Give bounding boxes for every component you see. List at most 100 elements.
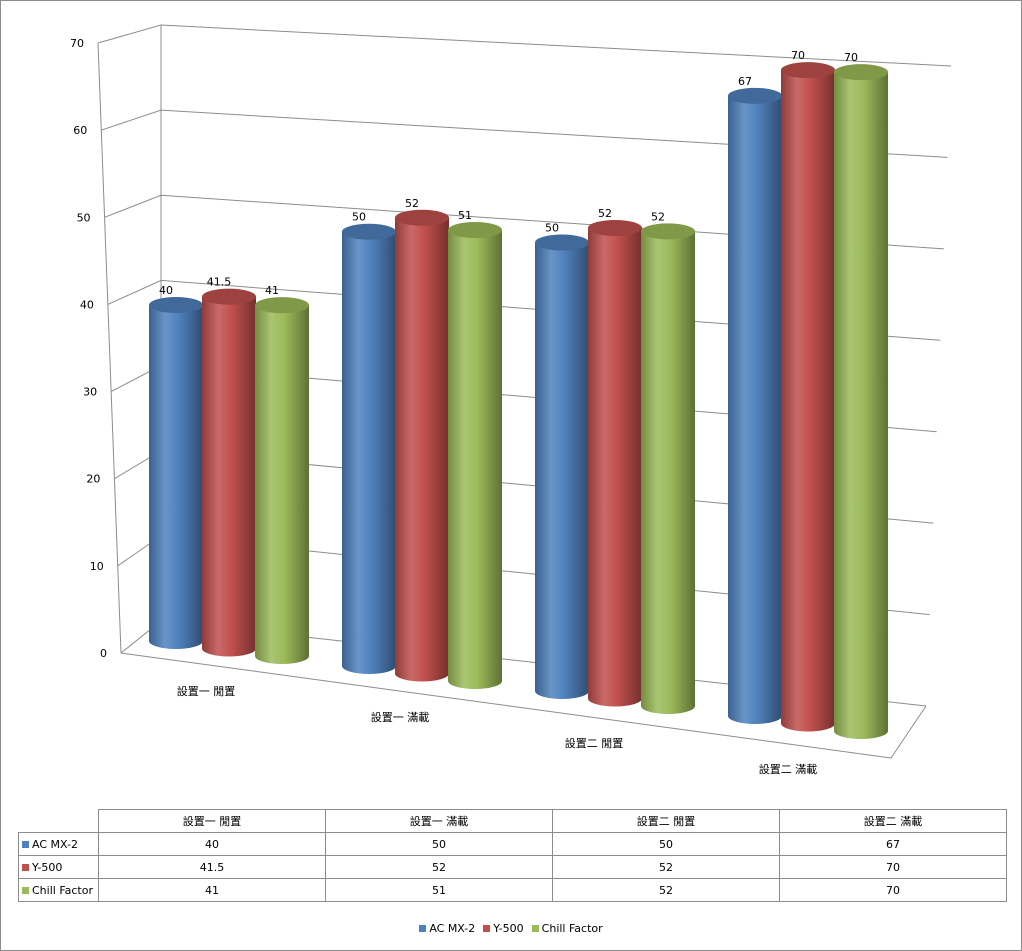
category-label: 設置二 滿載	[759, 762, 818, 776]
cylinder-top	[342, 223, 396, 240]
cylinder-top	[588, 219, 642, 236]
legend-label: Chill Factor	[541, 922, 603, 935]
cylinder-top	[728, 87, 782, 104]
bar	[781, 62, 835, 732]
bar	[834, 64, 888, 740]
table-header-cell: 設置二 閒置	[552, 809, 780, 833]
cylinder-body	[728, 95, 782, 725]
category-label: 設置二 閒置	[565, 736, 624, 750]
table-cell: 40	[98, 832, 326, 856]
table-cell: 41	[98, 878, 326, 902]
table-cell: 52	[325, 855, 553, 879]
table-cell: 51	[325, 878, 553, 902]
series-name: AC MX-2	[32, 837, 78, 851]
bar	[535, 234, 589, 700]
y-tick-label: 70	[70, 37, 84, 50]
legend-key-icon	[22, 886, 29, 894]
legend-key-icon	[22, 863, 29, 871]
data-label: 40	[159, 284, 173, 297]
cylinder-body	[202, 296, 256, 657]
y-axis	[97, 42, 122, 654]
cylinder-body	[255, 305, 309, 664]
data-label: 41.5	[207, 276, 232, 289]
plot-area: 0 10 20 30 40 50 60 70 40 41.5 41 設置一 閒置 50 52 51 設置一 滿…	[70, 24, 952, 776]
data-table: 設置一 閒置 設置一 滿載 設置二 閒置 設置二 滿載 AC MX-2 40 50 50 67 Y…	[18, 809, 1007, 902]
floor-edge	[120, 652, 927, 759]
bar	[202, 288, 256, 657]
gridline	[97, 24, 952, 67]
table-row: AC MX-2 40 50 50 67	[18, 832, 1007, 856]
data-label: 67	[738, 75, 752, 88]
legend-item: Chill Factor	[531, 922, 603, 935]
data-label: 70	[791, 49, 805, 62]
cylinder-body	[641, 231, 695, 714]
series-name-cell: AC MX-2	[18, 832, 99, 856]
bar	[149, 297, 203, 649]
series-name: Y-500	[32, 860, 63, 874]
data-label: 51	[458, 209, 472, 222]
legend-item: Y-500	[483, 922, 524, 935]
data-label: 50	[352, 211, 366, 224]
data-label: 52	[598, 207, 612, 220]
data-label: 41	[265, 284, 279, 297]
legend-key-icon	[531, 925, 539, 932]
bar	[448, 222, 502, 690]
cylinder-body	[342, 231, 396, 674]
table-row: Y-500 41.5 52 52 70	[18, 855, 1007, 879]
bar	[255, 297, 309, 664]
table-cell: 52	[552, 878, 780, 902]
table-cell: 50	[325, 832, 553, 856]
y-tick-label: 60	[73, 124, 87, 137]
cylinder-top	[834, 64, 888, 81]
cylinder-body	[535, 242, 589, 700]
cylinder-body	[834, 72, 888, 740]
y-tick-label: 50	[77, 211, 91, 224]
cylinder-body	[149, 305, 203, 649]
category-label: 設置一 閒置	[177, 684, 236, 698]
data-label: 52	[651, 210, 665, 223]
legend-item: AC MX-2	[419, 922, 475, 935]
table-corner	[18, 809, 99, 833]
y-tick-label: 10	[90, 560, 104, 573]
cylinder-body	[448, 230, 502, 690]
table-cell: 70	[779, 878, 1007, 902]
cylinder-top	[641, 223, 695, 240]
y-tick-label: 20	[86, 473, 100, 486]
cylinder-top	[448, 222, 502, 239]
series-name-cell: Chill Factor	[18, 878, 99, 902]
table-cell: 67	[779, 832, 1007, 856]
table-cell: 41.5	[98, 855, 326, 879]
legend-key-icon	[483, 925, 491, 932]
cylinder-body	[588, 227, 642, 707]
table-cell: 70	[779, 855, 1007, 879]
y-tick-label: 30	[83, 386, 97, 399]
legend-label: AC MX-2	[429, 922, 476, 935]
cylinder-body	[781, 70, 835, 732]
cylinder-top	[202, 288, 256, 305]
legend-label: Y-500	[493, 922, 524, 935]
data-label: 70	[844, 51, 858, 64]
data-label: 52	[405, 197, 419, 210]
legend-key-icon	[419, 925, 427, 932]
table-header-cell: 設置一 閒置	[98, 809, 326, 833]
bar	[641, 223, 695, 714]
table-cell: 52	[552, 855, 780, 879]
cylinder-top	[781, 62, 835, 79]
cylinder-top	[395, 209, 449, 226]
cylinder-body	[395, 217, 449, 682]
legend-key-icon	[22, 840, 29, 848]
cylinder-top	[255, 297, 309, 314]
table-row: Chill Factor 41 51 52 70	[18, 878, 1007, 902]
bar	[342, 223, 396, 674]
y-tick-label: 40	[80, 298, 94, 311]
category-label: 設置一 滿載	[371, 710, 430, 724]
table-cell: 50	[552, 832, 780, 856]
cylinder-top	[149, 297, 203, 313]
bar	[728, 87, 782, 725]
cylinder-top	[535, 234, 589, 251]
bar	[588, 219, 642, 707]
legend: AC MX-2 Y-500 Chill Factor	[1, 922, 1021, 935]
table-header-row: 設置一 閒置 設置一 滿載 設置二 閒置 設置二 滿載	[18, 809, 1007, 833]
table-header-cell: 設置二 滿載	[779, 809, 1007, 833]
